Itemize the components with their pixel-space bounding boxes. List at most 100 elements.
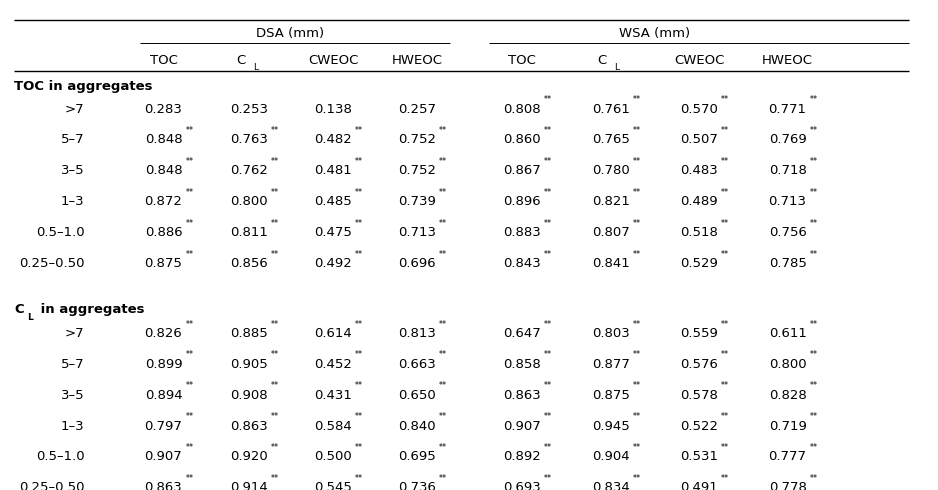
Text: >7: >7 (65, 327, 84, 340)
Text: **: ** (632, 249, 641, 259)
Text: 0.695: 0.695 (398, 450, 436, 464)
Text: **: ** (721, 350, 729, 360)
Text: 0.693: 0.693 (503, 481, 541, 490)
Text: **: ** (271, 350, 279, 360)
Text: **: ** (809, 443, 817, 452)
Text: **: ** (632, 188, 641, 197)
Text: 0.780: 0.780 (592, 164, 629, 177)
Text: 0.138: 0.138 (314, 102, 352, 116)
Text: **: ** (186, 381, 193, 391)
Text: 0.752: 0.752 (398, 133, 436, 147)
Text: DSA (mm): DSA (mm) (256, 27, 325, 40)
Text: **: ** (271, 474, 279, 483)
Text: **: ** (544, 381, 552, 391)
Text: 0.834: 0.834 (592, 481, 629, 490)
Text: 0.858: 0.858 (503, 358, 541, 371)
Text: 0.899: 0.899 (144, 358, 182, 371)
Text: TOC: TOC (149, 54, 177, 67)
Text: **: ** (544, 474, 552, 483)
Text: 0.826: 0.826 (144, 327, 182, 340)
Text: **: ** (632, 157, 641, 166)
Text: 0.576: 0.576 (680, 358, 718, 371)
Text: **: ** (632, 95, 641, 104)
Text: **: ** (544, 249, 552, 259)
Text: **: ** (632, 474, 641, 483)
Text: 0.800: 0.800 (769, 358, 807, 371)
Text: **: ** (544, 443, 552, 452)
Text: **: ** (809, 381, 817, 391)
Text: 0.907: 0.907 (144, 450, 182, 464)
Text: 0.945: 0.945 (592, 419, 629, 433)
Text: 0.518: 0.518 (680, 226, 718, 239)
Text: **: ** (632, 381, 641, 391)
Text: 0.253: 0.253 (230, 102, 268, 116)
Text: **: ** (809, 157, 817, 166)
Text: **: ** (355, 412, 363, 421)
Text: 0.752: 0.752 (398, 164, 436, 177)
Text: **: ** (721, 412, 729, 421)
Text: **: ** (186, 188, 193, 197)
Text: 1–3: 1–3 (61, 195, 84, 208)
Text: 0.803: 0.803 (592, 327, 629, 340)
Text: 0.920: 0.920 (231, 450, 268, 464)
Text: 0.765: 0.765 (592, 133, 629, 147)
Text: 0.863: 0.863 (144, 481, 182, 490)
Text: 0.713: 0.713 (398, 226, 436, 239)
Text: 0.481: 0.481 (314, 164, 352, 177)
Text: **: ** (355, 249, 363, 259)
Text: **: ** (186, 126, 193, 135)
Text: 3–5: 3–5 (61, 164, 84, 177)
Text: 0.761: 0.761 (592, 102, 629, 116)
Text: TOC: TOC (508, 54, 536, 67)
Text: 0.872: 0.872 (144, 195, 182, 208)
Text: 0.531: 0.531 (680, 450, 719, 464)
Text: 0.875: 0.875 (592, 389, 629, 402)
Text: **: ** (186, 157, 193, 166)
Text: 0.663: 0.663 (398, 358, 436, 371)
Text: **: ** (544, 219, 552, 228)
Text: 0.843: 0.843 (503, 257, 541, 270)
Text: 0.778: 0.778 (768, 481, 807, 490)
Text: **: ** (809, 412, 817, 421)
Text: **: ** (439, 249, 446, 259)
Text: **: ** (544, 126, 552, 135)
Text: 0.894: 0.894 (144, 389, 182, 402)
Text: 0.828: 0.828 (769, 389, 807, 402)
Text: L: L (253, 63, 258, 72)
Text: 0.860: 0.860 (504, 133, 541, 147)
Text: **: ** (271, 188, 279, 197)
Text: **: ** (721, 474, 729, 483)
Text: 0.811: 0.811 (230, 226, 268, 239)
Text: L: L (614, 63, 620, 72)
Text: 0.905: 0.905 (231, 358, 268, 371)
Text: 0.718: 0.718 (768, 164, 807, 177)
Text: **: ** (439, 443, 446, 452)
Text: **: ** (355, 188, 363, 197)
Text: 5–7: 5–7 (61, 133, 84, 147)
Text: **: ** (439, 319, 446, 328)
Text: **: ** (355, 443, 363, 452)
Text: 0.545: 0.545 (314, 481, 352, 490)
Text: **: ** (439, 350, 446, 360)
Text: 0.452: 0.452 (314, 358, 352, 371)
Text: **: ** (544, 95, 552, 104)
Text: CWEOC: CWEOC (308, 54, 358, 67)
Text: 0.821: 0.821 (592, 195, 629, 208)
Text: **: ** (809, 95, 817, 104)
Text: 0.283: 0.283 (144, 102, 182, 116)
Text: **: ** (544, 350, 552, 360)
Text: **: ** (271, 443, 279, 452)
Text: **: ** (355, 319, 363, 328)
Text: 0.877: 0.877 (592, 358, 629, 371)
Text: 0.614: 0.614 (314, 327, 352, 340)
Text: 0.769: 0.769 (769, 133, 807, 147)
Text: 0.529: 0.529 (680, 257, 718, 270)
Text: **: ** (809, 474, 817, 483)
Text: 0.863: 0.863 (503, 389, 541, 402)
Text: **: ** (632, 219, 641, 228)
Text: 0.507: 0.507 (680, 133, 718, 147)
Text: **: ** (439, 188, 446, 197)
Text: 0.25–0.50: 0.25–0.50 (19, 481, 84, 490)
Text: **: ** (544, 412, 552, 421)
Text: **: ** (439, 474, 446, 483)
